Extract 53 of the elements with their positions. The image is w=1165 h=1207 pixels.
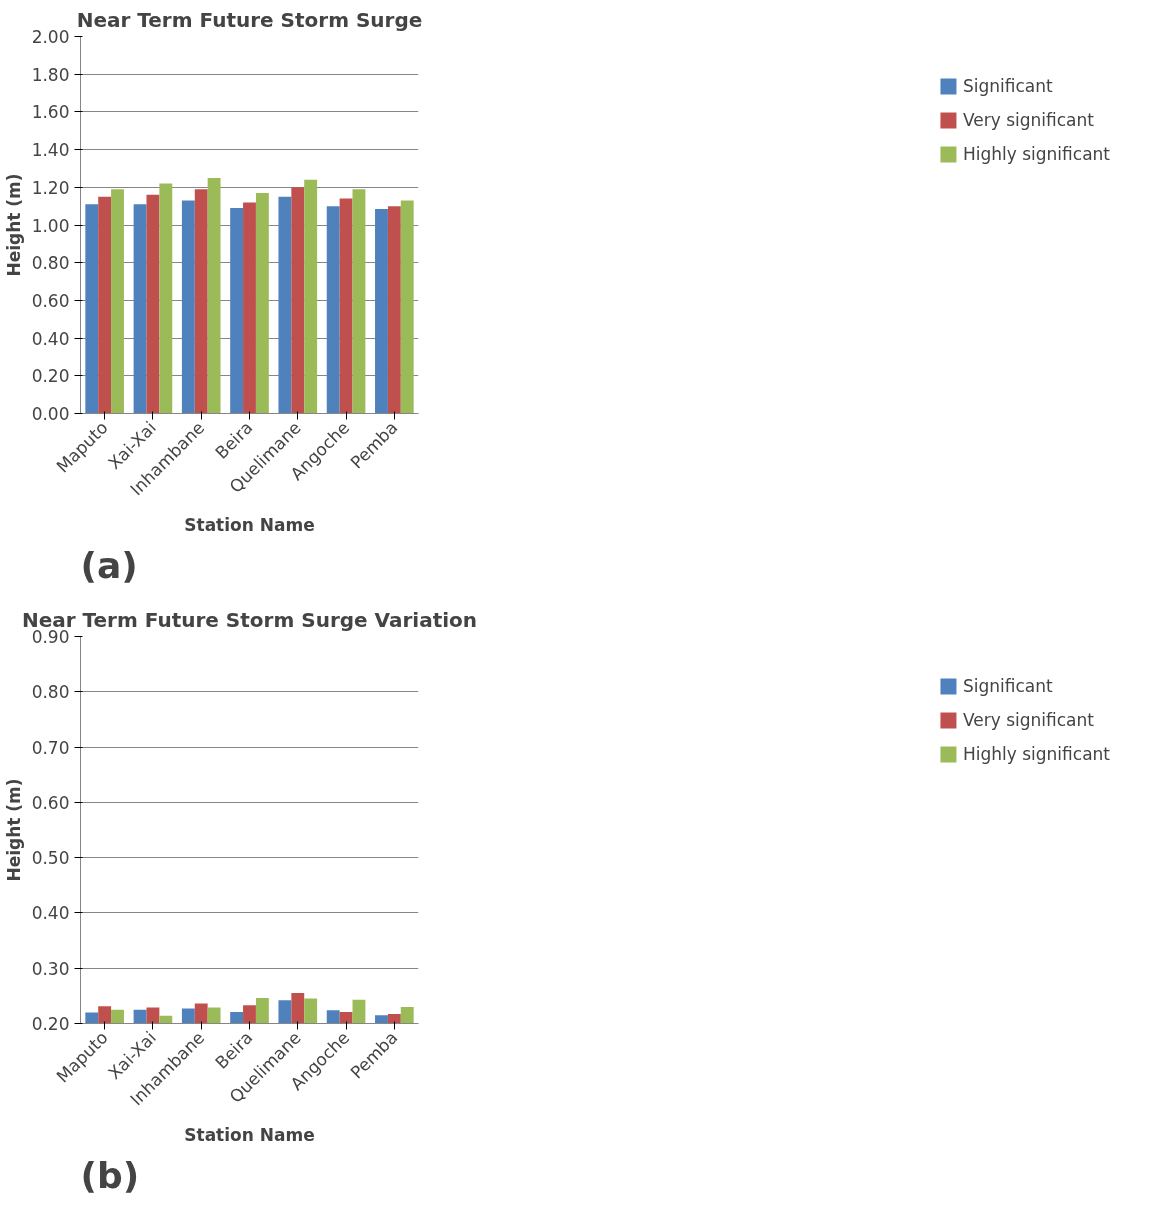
bar — [98, 196, 112, 414]
y-axis-title: Height (m) — [3, 778, 24, 882]
bar — [159, 183, 173, 414]
y-tick-label: 0.70 — [31, 737, 70, 758]
bar — [111, 189, 124, 414]
y-tick-label: 1.20 — [31, 177, 70, 198]
y-tick-label: 0.90 — [31, 627, 70, 647]
legend-label: Very significant — [962, 110, 1094, 130]
chart-title: Near Term Future Storm Surge — [76, 7, 423, 32]
bar — [352, 189, 366, 414]
bar — [146, 194, 160, 414]
y-tick-label: 0.50 — [31, 848, 70, 869]
y-tick-label: 0.60 — [31, 792, 70, 813]
bar — [243, 202, 256, 414]
bar — [230, 208, 244, 414]
bar — [181, 200, 195, 414]
y-tick-label: 0.20 — [31, 366, 70, 387]
bar — [291, 187, 305, 414]
bar — [194, 189, 208, 414]
legend-label: Highly significant — [962, 144, 1110, 164]
y-tick-label: 1.40 — [31, 140, 70, 161]
y-tick-label: 1.80 — [31, 64, 70, 85]
bar — [339, 198, 353, 414]
y-tick-label: 0.20 — [31, 1014, 70, 1034]
y-tick-label: 0.00 — [31, 404, 70, 424]
legend-label: Significant — [962, 676, 1053, 696]
y-tick-label: 0.30 — [31, 958, 70, 979]
text: (a) — [80, 544, 138, 586]
y-tick-label: 0.80 — [31, 253, 70, 274]
text: (b) — [80, 1154, 140, 1196]
bar — [387, 206, 401, 414]
bar — [400, 200, 414, 414]
y-tick-label: 0.40 — [31, 903, 70, 924]
x-axis-title: Station Name — [184, 1124, 315, 1145]
y-tick-label: 1.00 — [31, 215, 70, 236]
x-axis-title: Station Name — [184, 514, 315, 535]
y-axis-title: Height (m) — [3, 173, 24, 277]
bar — [326, 206, 340, 414]
legend-label: Very significant — [962, 710, 1094, 730]
y-tick-label: 0.80 — [31, 682, 70, 703]
legend-label: Highly significant — [962, 744, 1110, 764]
bar — [133, 204, 147, 414]
legend-label: Significant — [962, 76, 1053, 96]
y-tick-label: 0.60 — [31, 290, 70, 311]
y-tick-label: 0.40 — [31, 328, 70, 349]
bar — [207, 177, 221, 414]
bar — [278, 196, 292, 414]
bar — [375, 208, 388, 414]
bar — [255, 192, 269, 414]
y-tick-label: 1.60 — [31, 102, 70, 123]
bar — [85, 204, 99, 414]
y-tick-label: 2.00 — [31, 27, 70, 47]
bar — [304, 179, 318, 414]
